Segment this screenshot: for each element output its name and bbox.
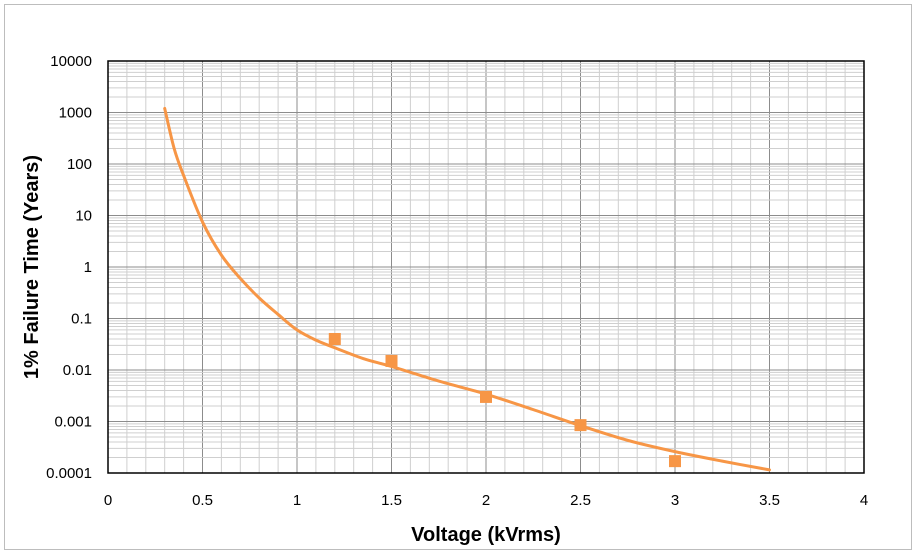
x-tick-label: 3 <box>671 492 679 509</box>
fit-curve <box>163 106 771 472</box>
x-tick-label: 0.5 <box>192 492 213 509</box>
y-tick-label: 1000 <box>59 105 92 122</box>
y-tick-label: 10 <box>75 208 92 225</box>
x-axis-title: Voltage (kVrms) <box>411 524 561 546</box>
x-tick-label: 2.5 <box>570 492 591 509</box>
data-points <box>328 332 681 468</box>
y-tick-label: 0.0001 <box>46 465 92 482</box>
y-tick-label: 0.1 <box>71 311 92 328</box>
plot-area-border <box>107 60 865 474</box>
x-tick-label: 4 <box>860 492 868 509</box>
x-tick-label: 1 <box>293 492 301 509</box>
x-tick-label: 2 <box>482 492 490 509</box>
gridlines <box>108 61 864 473</box>
data-point-marker <box>669 455 681 468</box>
data-point-marker <box>480 390 492 403</box>
x-tick-label: 3.5 <box>759 492 780 509</box>
chart-frame <box>4 4 912 550</box>
data-point-marker <box>574 419 587 432</box>
y-tick-labels: 0.0001 0.001 0.01 0.1 1 10 100 1000 10000 <box>46 53 92 482</box>
x-tick-labels: 0 0.5 1 1.5 2 2.5 3 3.5 4 <box>104 492 868 509</box>
y-tick-label: 1 <box>84 259 92 276</box>
y-axis-title: 1% Failure Time (Years) <box>21 155 43 379</box>
x-tick-label: 1.5 <box>381 492 402 509</box>
y-tick-label: 0.001 <box>54 414 92 431</box>
y-tick-label: 0.01 <box>63 362 92 379</box>
data-point-marker <box>385 354 398 367</box>
y-tick-label: 100 <box>67 156 92 173</box>
data-point-marker <box>328 332 341 345</box>
y-tick-label: 10000 <box>50 53 92 70</box>
x-tick-label: 0 <box>104 492 112 509</box>
